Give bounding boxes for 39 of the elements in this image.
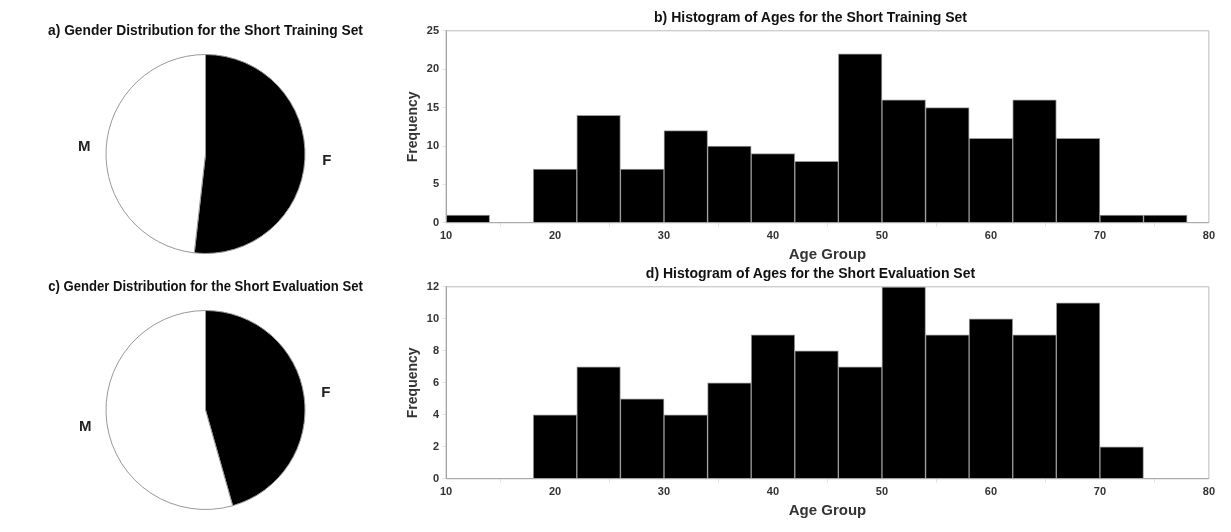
y-tick-label: 12 <box>426 279 440 292</box>
chart-title: c) Gender Distribution for the Short Evaluation Set <box>48 277 364 295</box>
y-tick-label: 4 <box>432 407 440 420</box>
y-tick-label: 0 <box>432 215 440 228</box>
slice-label: M <box>77 137 91 155</box>
x-tick-label: 20 <box>548 229 562 242</box>
x-tick-label: 50 <box>875 485 889 498</box>
x-tick-label: 80 <box>1202 485 1216 498</box>
chart-title: b) Histogram of Ages for the Short Training Set <box>654 9 968 26</box>
slice-label: F <box>321 383 331 401</box>
y-tick-label: 25 <box>426 23 440 36</box>
x-tick-label: 20 <box>548 485 562 498</box>
y-tick-label: 20 <box>426 62 440 75</box>
x-tick-label: 80 <box>1202 229 1216 242</box>
y-axis-title: Frequency <box>404 347 421 419</box>
x-tick-label: 40 <box>766 485 780 498</box>
y-tick-label: 2 <box>432 439 440 452</box>
y-axis-title: Frequency <box>404 91 421 163</box>
x-tick-label: 30 <box>657 485 671 498</box>
x-tick-label: 70 <box>1093 485 1107 498</box>
x-tick-label: 70 <box>1093 229 1107 242</box>
y-tick-label: 10 <box>426 311 440 324</box>
x-tick-label: 40 <box>766 229 780 242</box>
chart-title: a) Gender Distribution for the Short Training Set <box>48 21 364 39</box>
y-tick-label: 10 <box>426 139 440 152</box>
x-tick-label: 60 <box>984 229 998 242</box>
x-tick-label: 50 <box>875 229 889 242</box>
chart-title: d) Histogram of Ages for the Short Evaluation Set <box>645 265 976 282</box>
x-tick-label: 60 <box>984 485 998 498</box>
x-axis-title: Age Group <box>788 501 867 519</box>
y-tick-label: 15 <box>426 100 440 113</box>
y-tick-label: 0 <box>432 471 440 484</box>
y-tick-label: 5 <box>432 177 440 190</box>
slice-label: M <box>78 416 92 434</box>
y-tick-label: 6 <box>432 375 440 388</box>
x-tick-label: 30 <box>657 229 671 242</box>
y-tick-label: 8 <box>432 343 440 356</box>
x-axis-title: Age Group <box>788 245 867 263</box>
slice-label: F <box>322 151 332 169</box>
